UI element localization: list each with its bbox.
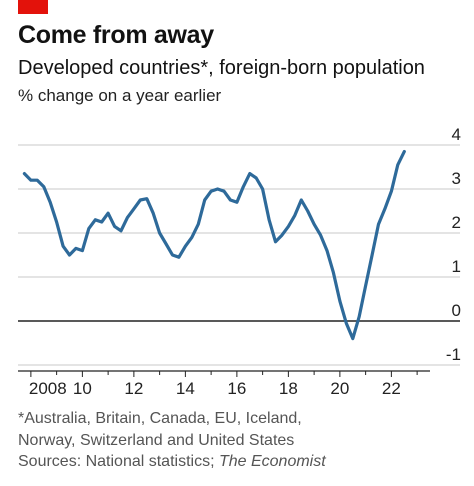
x-tick-label: 2008	[29, 379, 67, 398]
footnote-line-2: Norway, Switzerland and United States	[18, 432, 295, 449]
y-tick-label: 2	[452, 213, 461, 232]
y-tick-label: -1	[446, 345, 461, 364]
x-tick-label: 14	[176, 379, 195, 398]
chart-title: Come from away	[18, 21, 214, 49]
series-line	[22, 150, 406, 341]
y-tick-label: 0	[452, 301, 461, 320]
x-tick-label: 16	[227, 379, 246, 398]
x-tick-label: 20	[330, 379, 349, 398]
y-tick-label: 3	[452, 169, 461, 188]
footnote: *Australia, Britain, Canada, EU, Iceland…	[18, 408, 458, 452]
x-tick-label: 12	[124, 379, 143, 398]
sources-prefix: Sources: National statistics;	[18, 453, 219, 470]
x-tick-label: 10	[73, 379, 92, 398]
brand-red-tag	[18, 0, 48, 14]
x-tick-label: 18	[279, 379, 298, 398]
sources-note: Sources: National statistics; The Econom…	[18, 453, 326, 471]
y-tick-label: 1	[452, 257, 461, 276]
chart-subtitle: Developed countries*, foreign-born popul…	[18, 57, 425, 79]
sources-publisher: The Economist	[218, 453, 326, 470]
footnote-line-1: *Australia, Britain, Canada, EU, Iceland…	[18, 410, 302, 427]
x-tick-label: 22	[382, 379, 401, 398]
y-tick-label: 4	[452, 125, 461, 144]
chart-unit-label: % change on a year earlier	[18, 86, 222, 105]
